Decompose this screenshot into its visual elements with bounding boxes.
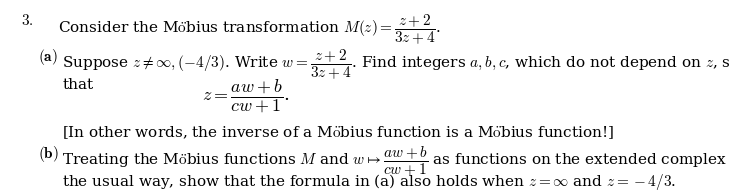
Text: Suppose $z \neq \infty, (-4/3)$. Write $w = \dfrac{z+2}{3z+4}$. Find integers $a: Suppose $z \neq \infty, (-4/3)$. Write $… [63, 47, 729, 82]
Text: [In other words, the inverse of a M$\ddot{\mathrm{o}}$bius function is a M$\ddot: [In other words, the inverse of a M$\ddo… [63, 124, 615, 141]
Text: $\mathbf{3.}$: $\mathbf{3.}$ [21, 13, 34, 28]
Text: Treating the M$\ddot{\mathrm{o}}$bius functions $M$ and $w \mapsto \dfrac{aw+b}{: Treating the M$\ddot{\mathrm{o}}$bius fu… [63, 144, 729, 179]
Text: $z = \dfrac{aw+b}{cw+1}$.: $z = \dfrac{aw+b}{cw+1}$. [202, 77, 289, 114]
Text: Consider the M$\ddot{\mathrm{o}}$bius transformation $M(z) = \dfrac{z+2}{3z+4}$.: Consider the M$\ddot{\mathrm{o}}$bius tr… [58, 13, 441, 47]
Text: $\mathbf{(a)}$: $\mathbf{(a)}$ [38, 47, 58, 67]
Text: the usual way, show that the formula in (a) also holds when $z = \infty$ and $z : the usual way, show that the formula in … [63, 172, 677, 192]
Text: that: that [63, 78, 93, 92]
Text: $\mathbf{(b)}$: $\mathbf{(b)}$ [38, 144, 59, 164]
